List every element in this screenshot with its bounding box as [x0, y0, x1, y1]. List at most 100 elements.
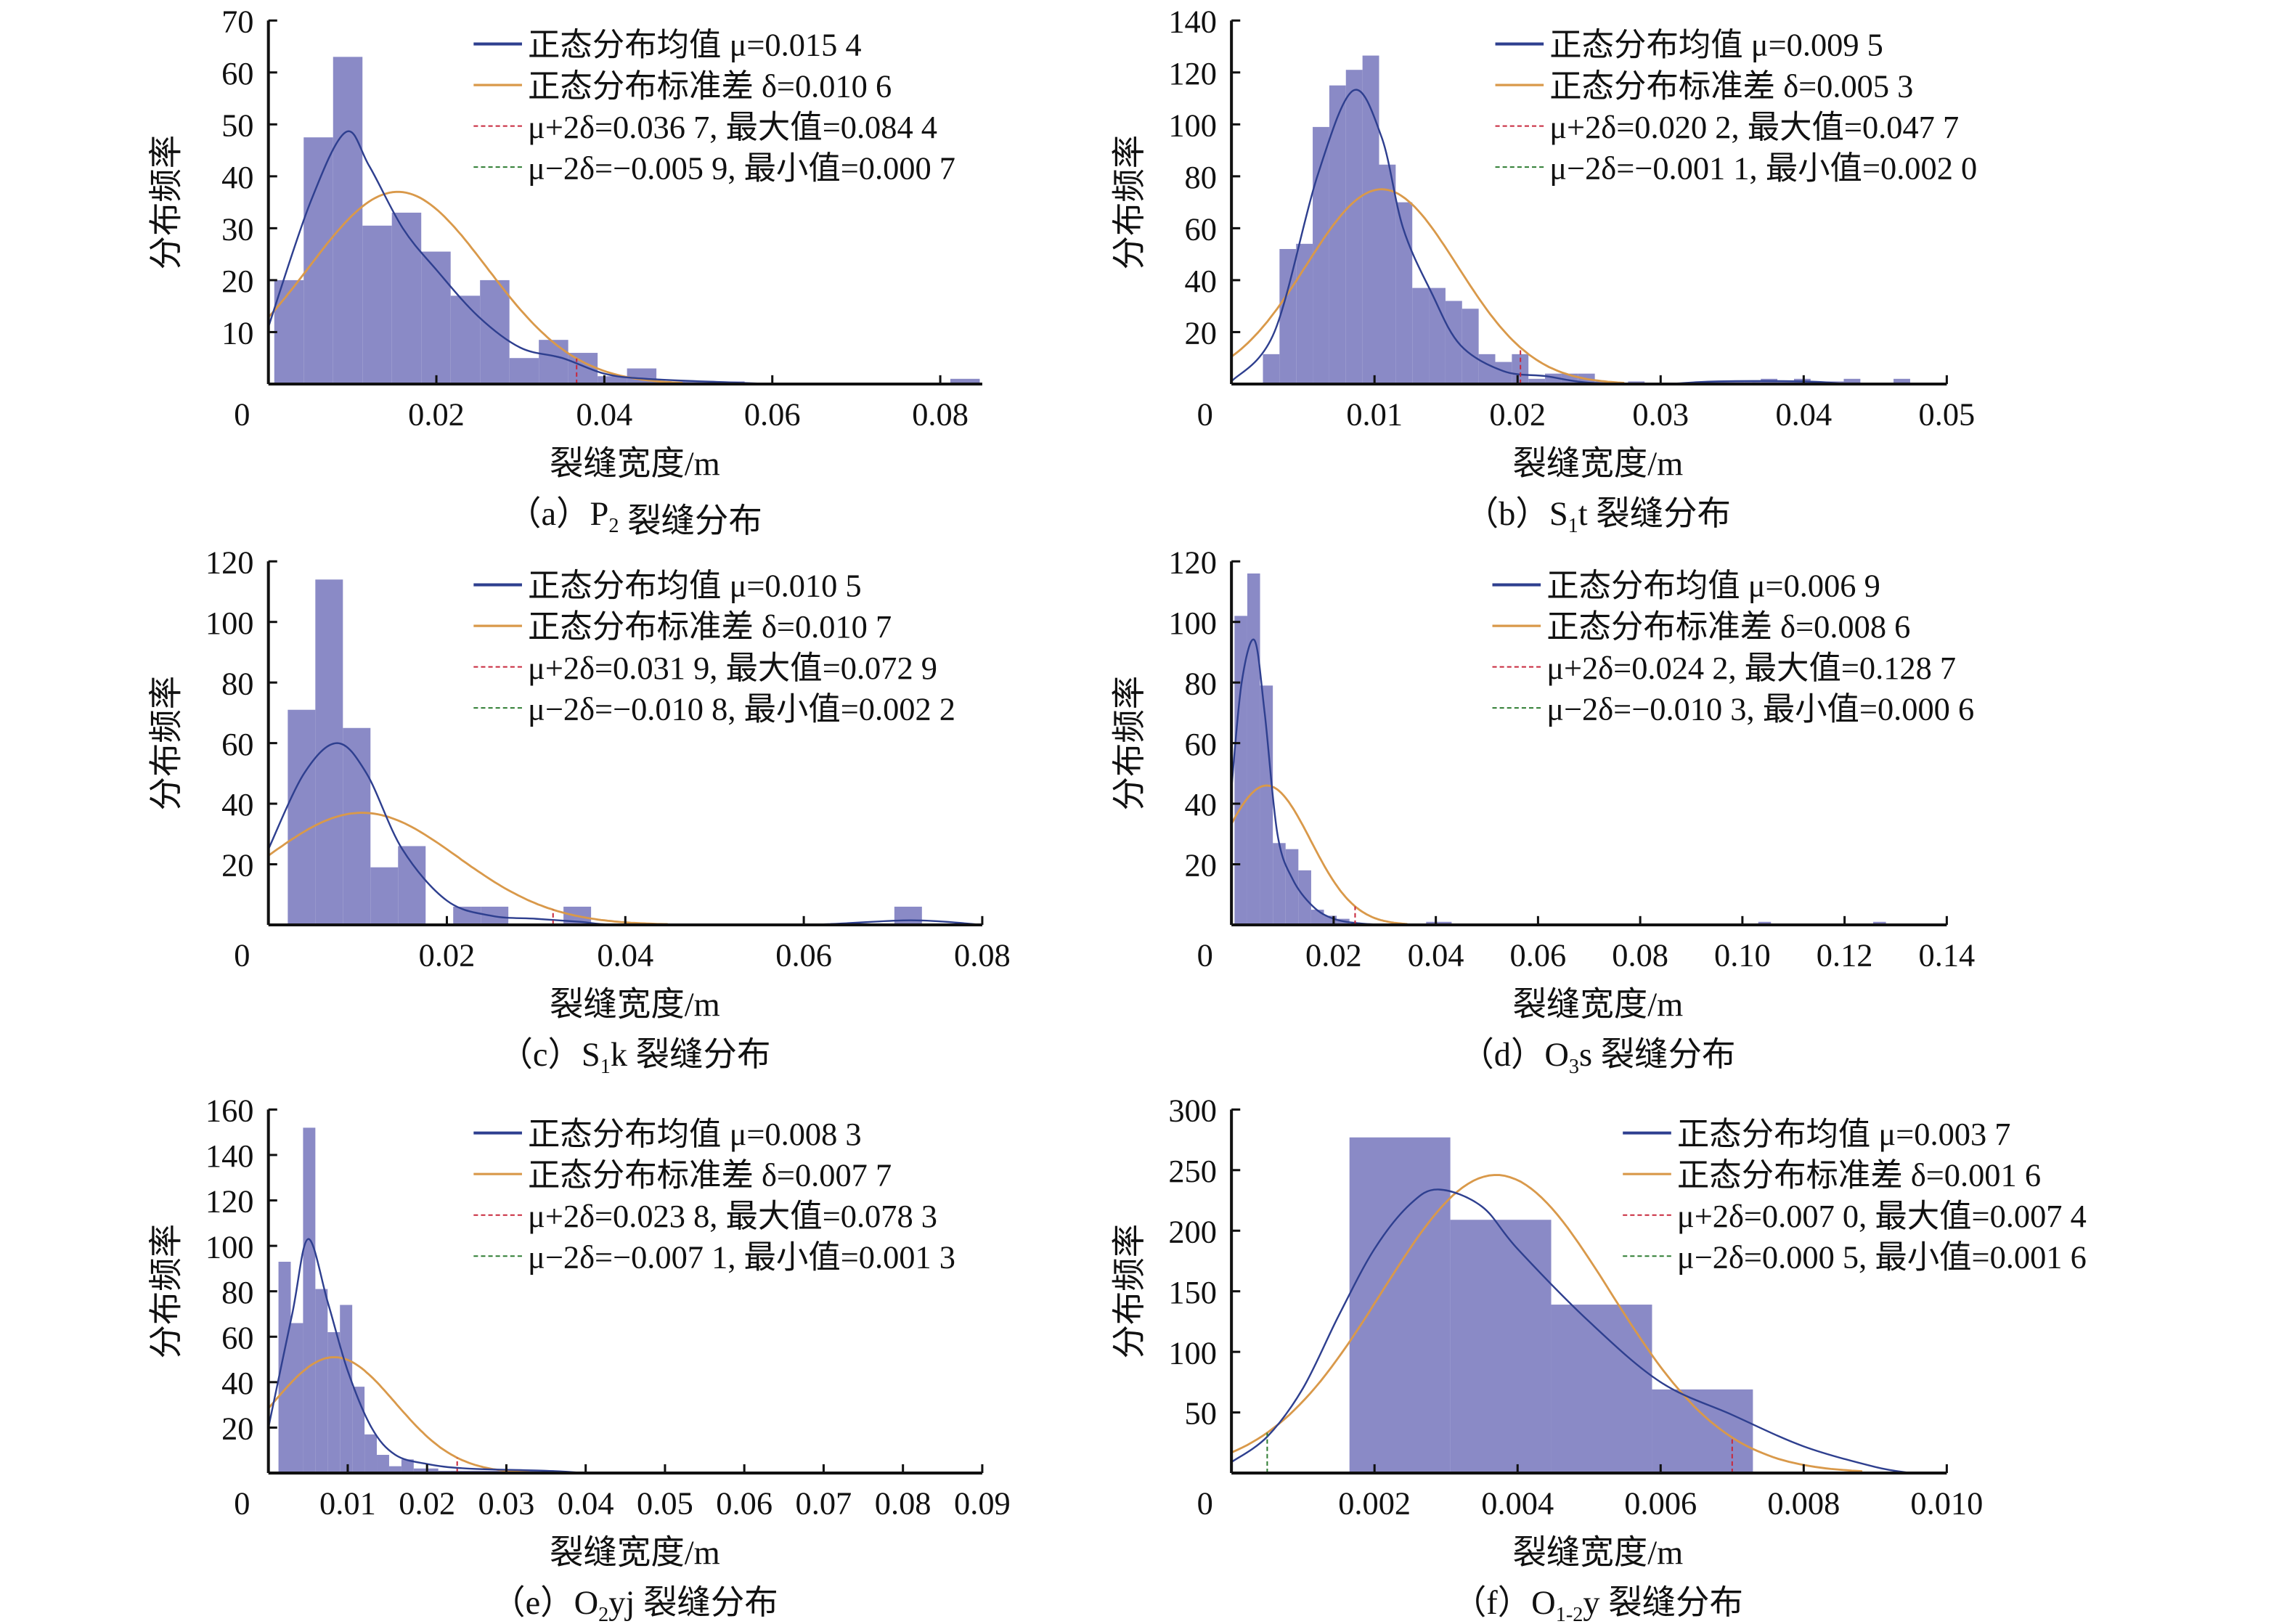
histogram-bar: [509, 358, 539, 384]
x-tick-label: 0.08: [875, 1485, 931, 1522]
y-tick-label: 160: [205, 1092, 254, 1128]
histogram-bar: [450, 295, 481, 384]
histogram-bar: [1349, 1137, 1451, 1474]
panel-caption: （c）S1k 裂缝分布: [499, 1037, 770, 1078]
y-tick-label: 140: [1168, 3, 1217, 39]
y-tick-label: 80: [221, 665, 253, 701]
x-axis-label: 裂缝宽度/m: [550, 446, 720, 483]
normal-distribution-curve: [1230, 784, 1408, 926]
normal-distribution-curve: [1231, 188, 1625, 384]
histogram-bar: [425, 1468, 439, 1474]
x-tick-label: 0.05: [1919, 396, 1976, 432]
histogram-bar: [1247, 573, 1260, 925]
caption-suffix: 裂缝分布: [1592, 1037, 1735, 1074]
x-tick-label: 0: [1197, 937, 1213, 973]
histogram-panel-a: 0 0.02 0.04 0.06 0.08 10 20 30 40 50 60 70 分布频率裂缝宽度/…: [149, 3, 982, 540]
histogram-bar: [1296, 243, 1313, 384]
y-tick-label: 250: [1168, 1153, 1217, 1189]
y-tick-label: 40: [221, 159, 253, 195]
panel-caption: （b）S1t 裂缝分布: [1465, 496, 1731, 537]
histogram-bar: [453, 906, 481, 925]
histogram-bar: [288, 709, 316, 925]
x-tick-label: 0.06: [744, 396, 801, 432]
normal-distribution-curve: [1231, 1174, 1863, 1473]
legend-entry: 正态分布标准差 δ=0.010 7: [528, 608, 892, 645]
histogram-bar: [303, 1127, 316, 1474]
histogram-bar: [480, 279, 510, 384]
panel-caption: （d）O3s 裂缝分布: [1460, 1037, 1735, 1078]
y-tick-label: 40: [1185, 263, 1217, 299]
panel-caption: （e）O2yj 裂缝分布: [492, 1585, 778, 1624]
legend-entry: 正态分布标准差 δ=0.005 3: [1549, 68, 1913, 104]
caption-subscript: 1: [1568, 515, 1578, 537]
x-tick-label: 0.05: [637, 1485, 693, 1522]
y-tick-label: 60: [221, 726, 253, 762]
x-tick-label: 0.08: [954, 937, 1011, 973]
y-tick-label: 120: [1168, 544, 1217, 580]
y-tick-label: 80: [221, 1274, 253, 1310]
legend-entry: 正态分布均值 μ=0.003 7: [1677, 1116, 2011, 1152]
histogram-bar: [894, 906, 922, 925]
legend-entry: 正态分布均值 μ=0.010 5: [528, 568, 862, 604]
x-tick-label: 0.008: [1767, 1485, 1840, 1522]
panel-caption: （a）P2 裂缝分布: [507, 496, 762, 540]
legend-entry: μ−2δ=−0.001 1, 最小值=0.002 0: [1549, 150, 1977, 186]
caption-prefix: （c）: [499, 1037, 581, 1074]
caption-suffix: 裂缝分布: [627, 1037, 770, 1074]
caption-formation: P: [590, 496, 609, 533]
histogram-bar: [1445, 301, 1462, 384]
histogram-panel-d: 0 0.02 0.04 0.06 0.08 0.10 0.12 0.14 20 40 60 80 100…: [1112, 544, 1975, 1077]
y-tick-label: 20: [1185, 315, 1217, 351]
histogram-bar: [1345, 70, 1363, 384]
caption-formation-suffix: s: [1579, 1037, 1592, 1074]
x-tick-label: 0.02: [1489, 396, 1546, 432]
y-tick-label: 100: [1168, 605, 1217, 641]
y-tick-label: 100: [1168, 107, 1217, 143]
legend-entry: μ−2δ=−0.007 1, 最小值=0.001 3: [528, 1239, 955, 1275]
histogram-panel-b: 0 0.01 0.02 0.03 0.04 0.05 20 40 60 80 100 120 140 分布…: [1112, 3, 1977, 536]
caption-subscript: 2: [598, 1604, 608, 1624]
y-axis-label: 分布频率: [1112, 135, 1149, 270]
caption-formation: O: [574, 1585, 599, 1622]
y-axis-label: 分布频率: [149, 135, 186, 270]
x-tick-label: 0.04: [576, 396, 633, 432]
x-tick-label: 0.14: [1919, 937, 1976, 973]
histogram-bar: [1263, 354, 1280, 384]
histogram-bar: [421, 251, 451, 384]
x-tick-label: 0: [234, 1485, 250, 1522]
histogram-bar: [1551, 1305, 1652, 1474]
caption-suffix: 裂缝分布: [1600, 1585, 1743, 1622]
histogram-bar: [391, 212, 422, 384]
caption-formation: O: [1531, 1585, 1556, 1622]
histogram-bar: [315, 1289, 328, 1474]
x-tick-label: 0.010: [1910, 1485, 1983, 1522]
histogram-bar: [1478, 354, 1496, 384]
caption-prefix: （e）: [492, 1585, 574, 1622]
histogram-bar: [1279, 248, 1297, 384]
x-tick-label: 0.04: [1775, 396, 1832, 432]
panel-caption: （f）O1-2y 裂缝分布: [1453, 1585, 1743, 1624]
caption-subscript: 1: [600, 1056, 611, 1078]
x-tick-label: 0.04: [597, 937, 653, 973]
histogram-bar: [290, 1323, 303, 1474]
legend-entry: μ−2δ=−0.010 8, 最小值=0.002 2: [528, 690, 955, 727]
x-tick-label: 0.01: [319, 1485, 376, 1522]
histogram-bar: [1438, 921, 1452, 925]
y-tick-label: 140: [205, 1138, 254, 1174]
histogram-bar: [362, 225, 392, 384]
legend-entry: μ−2δ=−0.005 9, 最小值=0.000 7: [528, 150, 955, 186]
histogram-bar: [413, 1468, 426, 1474]
y-tick-label: 100: [205, 1228, 254, 1265]
caption-prefix: （f）: [1453, 1585, 1531, 1622]
histogram-bar: [1462, 309, 1479, 384]
y-tick-label: 120: [1168, 55, 1217, 91]
y-tick-label: 20: [221, 263, 253, 299]
x-tick-label: 0.09: [954, 1485, 1011, 1522]
x-tick-label: 0.08: [1612, 937, 1668, 973]
histogram-bar: [364, 1434, 378, 1474]
histogram-bar: [398, 846, 426, 925]
histogram-bar: [303, 137, 333, 384]
caption-prefix: （b）: [1465, 496, 1549, 533]
y-tick-label: 30: [221, 211, 253, 248]
histogram-bar: [598, 376, 627, 384]
